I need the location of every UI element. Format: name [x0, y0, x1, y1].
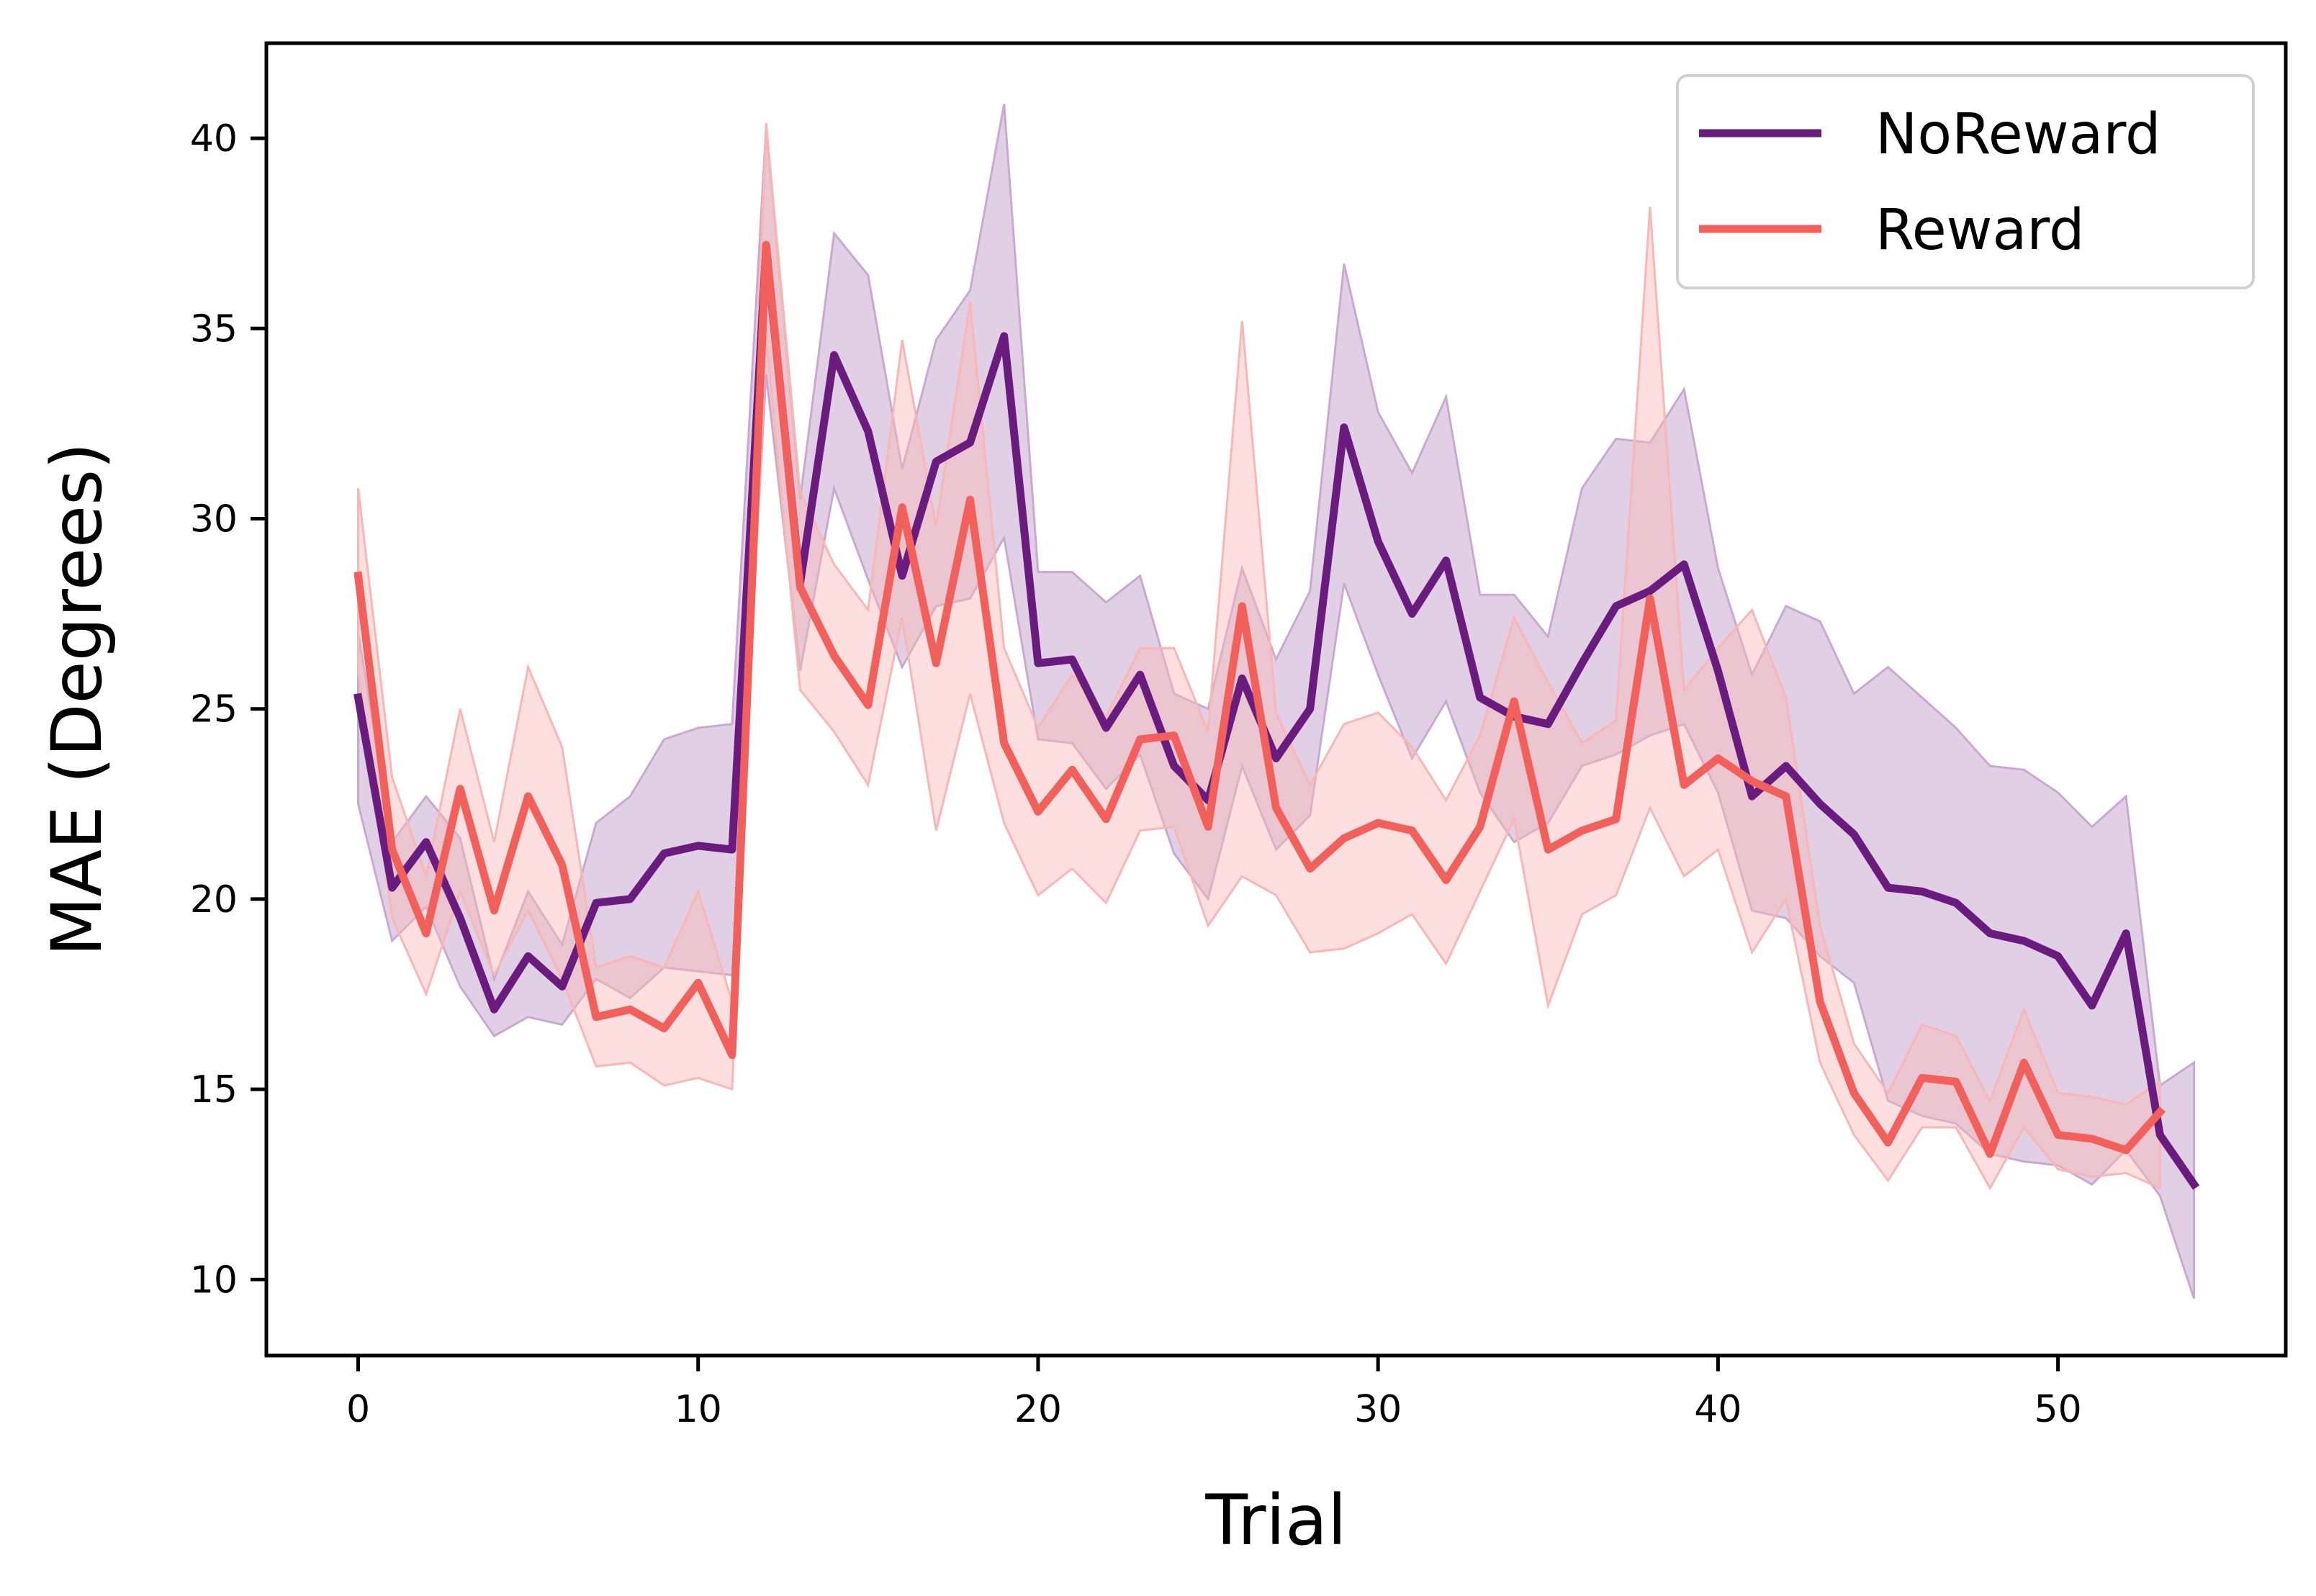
y-tick-label: 40: [190, 117, 238, 161]
y-axis-title: MAE (Degrees): [37, 443, 117, 957]
y-tick-label: 25: [190, 688, 238, 731]
y-tick-label: 10: [190, 1258, 238, 1302]
line-noreward: [353, 244, 2200, 1190]
x-tick-label: 50: [2035, 1388, 2082, 1431]
band-reward: [357, 122, 2161, 1191]
y-tick-label: 30: [190, 498, 238, 541]
x-tick-label: 20: [1014, 1388, 1062, 1431]
legend-label-noreward: NoReward: [1875, 102, 2161, 167]
y-tick-label: 15: [190, 1068, 238, 1112]
plot-frame: [264, 41, 2288, 1358]
x-tick-label: 40: [1694, 1388, 1741, 1431]
line-reward: [353, 240, 2166, 1158]
x-tick-label: 0: [346, 1388, 370, 1431]
y-tick-label: 35: [190, 307, 238, 351]
x-tick-label: 30: [1354, 1388, 1402, 1431]
x-tick-label: 10: [675, 1388, 722, 1431]
series-lines: [353, 240, 2200, 1190]
y-axis-ticks: 10 15 20 25 30 35 40: [190, 117, 266, 1302]
x-axis-ticks: 0 10 20 30 40 50: [346, 1356, 2082, 1431]
y-tick-label: 20: [190, 878, 238, 921]
legend: NoReward Reward: [1676, 74, 2255, 289]
legend-label-reward: Reward: [1875, 198, 2084, 263]
x-axis-title: Trial: [1204, 1480, 1346, 1561]
legend-box: [1676, 74, 2255, 289]
